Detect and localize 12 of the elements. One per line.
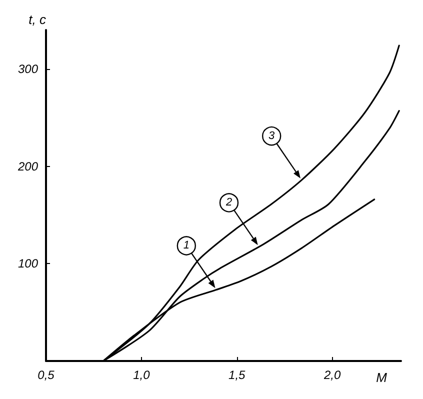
text: 2: [224, 196, 232, 209]
y-tick-label: 300: [18, 62, 38, 76]
x-tick-label: 1,0: [133, 368, 150, 382]
y-tick-label: 200: [16, 159, 38, 174]
x-tick-label: 1,5: [228, 368, 246, 382]
x-tick-label: 0,5: [38, 368, 55, 382]
x-tick-label: 2,0: [322, 368, 341, 382]
y-axis-title: t, c: [28, 12, 46, 27]
y-tick-label: 100: [18, 256, 38, 271]
x-axis-title: M: [376, 370, 388, 385]
text: 3: [268, 130, 276, 142]
text: 1: [183, 240, 190, 252]
